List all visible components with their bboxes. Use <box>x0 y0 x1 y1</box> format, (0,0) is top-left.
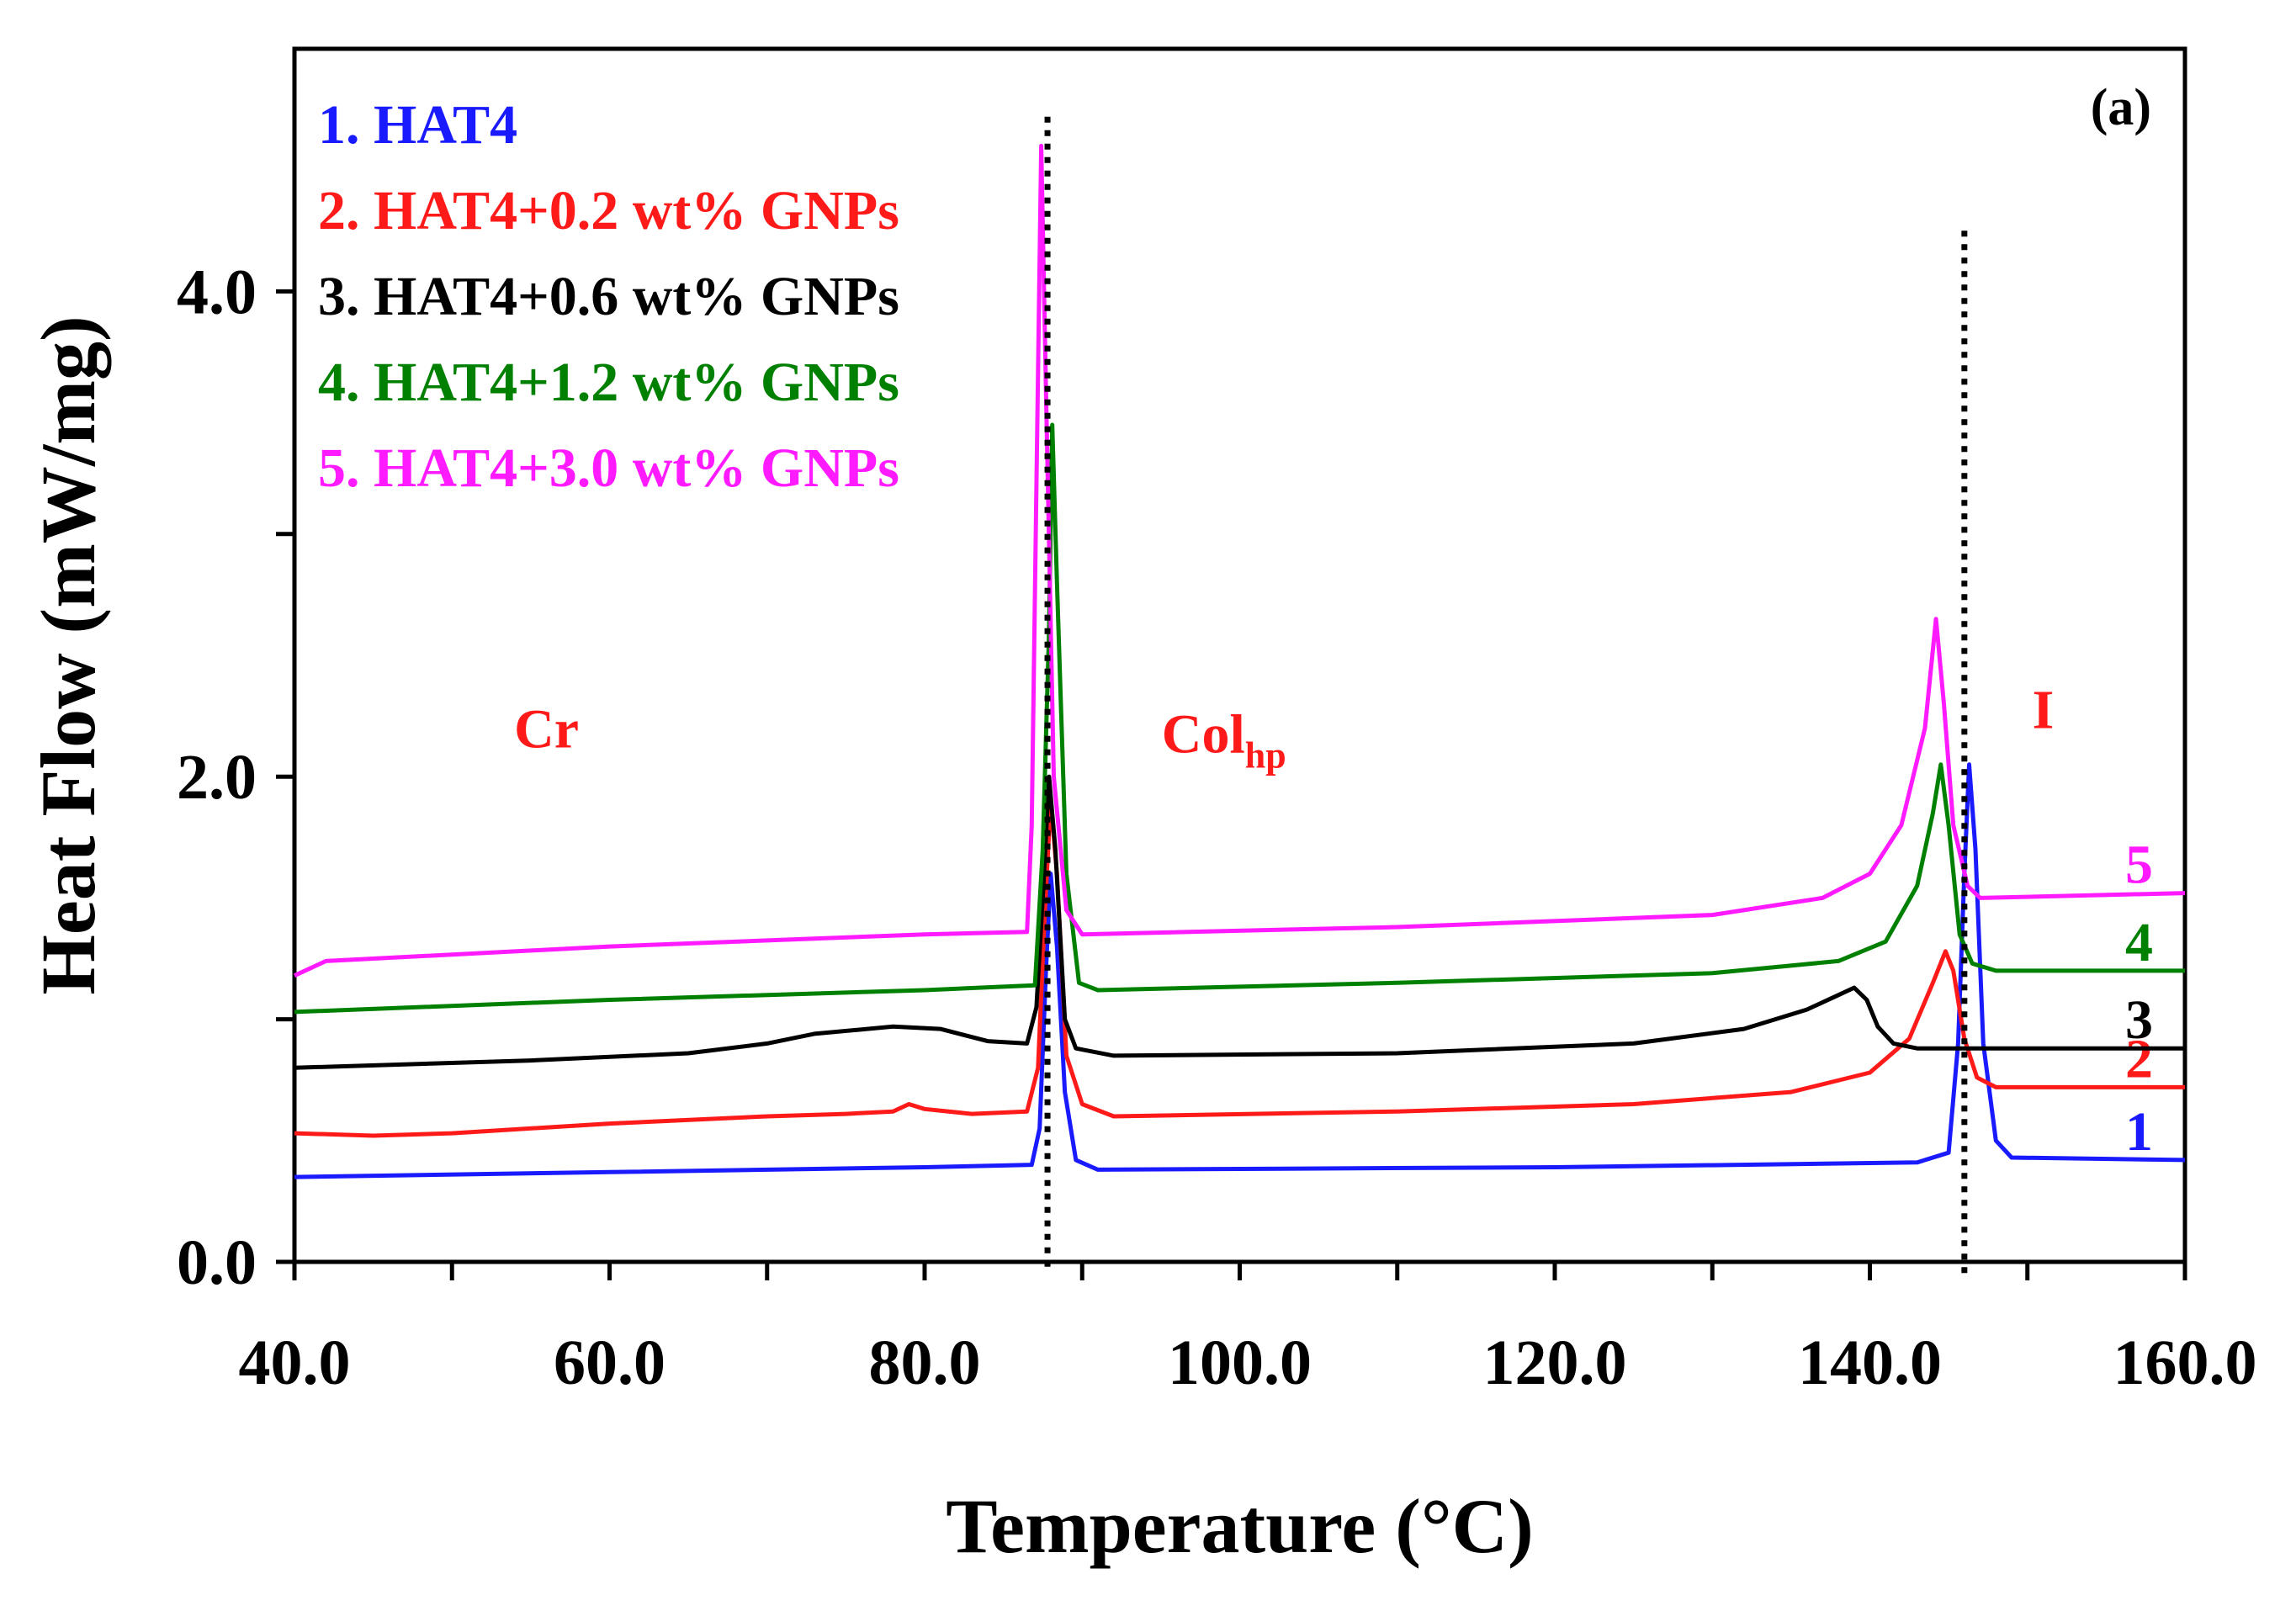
x-axis-label: Temperature (°C) <box>946 1483 1534 1569</box>
phase-label-3: I <box>2033 680 2055 741</box>
y-tick-label: 0.0 <box>177 1227 257 1298</box>
x-tick-label: 120.0 <box>1483 1327 1627 1398</box>
series-line-4 <box>294 422 2185 1015</box>
series-end-label-5: 5 <box>2125 835 2153 896</box>
phase-label-1: Cr <box>514 699 579 760</box>
x-tick-label: 60.0 <box>554 1327 665 1398</box>
x-tick-label: 140.0 <box>1798 1327 1942 1398</box>
phase-label-2: Colhp <box>1162 703 1286 776</box>
series-line-2 <box>294 798 2185 1138</box>
series-end-label-4: 4 <box>2125 912 2153 973</box>
panel-label: (a) <box>2091 79 2151 136</box>
legend-item-5: 5. HAT4+3.0 wt% GNPs <box>318 437 899 499</box>
series-end-label-1: 1 <box>2125 1101 2153 1163</box>
series-end-label-2: 2 <box>2125 1028 2153 1089</box>
x-tick-label: 80.0 <box>869 1327 981 1398</box>
x-tick-label: 40.0 <box>239 1327 351 1398</box>
y-tick-label: 2.0 <box>177 742 257 813</box>
series-line-5 <box>293 143 2186 978</box>
legend-item-1: 1. HAT4 <box>318 94 517 156</box>
series-line-1 <box>294 762 2186 1179</box>
legend-item-2: 2. HAT4+0.2 wt% GNPs <box>318 180 899 241</box>
x-tick-label: 100.0 <box>1168 1327 1312 1398</box>
legend-item-3: 3. HAT4+0.6 wt% GNPs <box>318 266 899 327</box>
series-line-3 <box>294 774 2185 1070</box>
series-end-label-3: 3 <box>2125 989 2153 1051</box>
y-tick-label: 4.0 <box>177 257 257 327</box>
x-tick-label: 160.0 <box>2113 1327 2257 1398</box>
y-axis-label: Heat Flow (mW/mg) <box>25 315 111 994</box>
legend-item-4: 4. HAT4+1.2 wt% GNPs <box>318 352 899 413</box>
